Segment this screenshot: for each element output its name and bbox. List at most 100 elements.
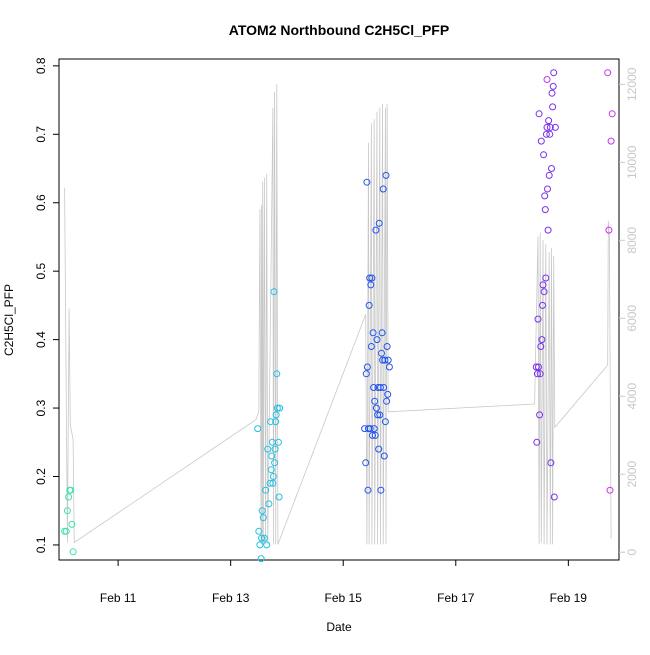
data-point [371, 397, 379, 405]
y-tick-label: 0.8 [34, 57, 48, 74]
data-point [536, 370, 544, 378]
data-point [533, 370, 541, 378]
data-point [268, 438, 276, 446]
altitude-line [64, 84, 612, 545]
data-point [378, 329, 386, 337]
y2-tick-label: 12000 [625, 67, 639, 101]
data-point [382, 171, 390, 179]
data-point [272, 411, 280, 419]
data-point [537, 137, 545, 145]
data-point [604, 69, 612, 77]
data-point [536, 411, 544, 419]
data-point [276, 404, 284, 412]
data-point [534, 315, 542, 323]
data-point [539, 301, 546, 309]
x-axis: Feb 11 Feb 13 Feb 15 Feb 17 Feb 19 [100, 560, 587, 605]
data-point [369, 431, 376, 439]
y2-tick-label: 4000 [625, 383, 639, 410]
data-point [369, 329, 377, 337]
data-point [271, 445, 279, 453]
data-point [541, 192, 549, 200]
data-point [367, 343, 375, 350]
data-point [267, 466, 275, 474]
data-point [375, 219, 383, 227]
data-point [606, 486, 614, 494]
data-point [535, 110, 543, 118]
data-point [68, 520, 76, 528]
y2-tick-label: 6000 [625, 305, 639, 332]
data-point [363, 363, 371, 371]
data-point [383, 397, 391, 405]
data-point [269, 473, 277, 480]
data-point [537, 343, 545, 350]
y-tick-label: 0.4 [34, 331, 48, 348]
data-point [363, 178, 371, 186]
data-point [384, 390, 392, 398]
data-point [376, 384, 384, 391]
data-point [539, 281, 547, 289]
data-point [549, 82, 557, 90]
data-point [543, 123, 551, 131]
data-point [538, 336, 546, 344]
x-tick-label: Feb 17 [437, 591, 475, 605]
data-point [373, 336, 381, 344]
data-point [375, 445, 383, 453]
x-tick-label: Feb 15 [325, 591, 363, 605]
y-tick-label: 0.7 [34, 126, 48, 143]
data-point [256, 541, 264, 549]
data-point [254, 425, 262, 433]
y-tick-label: 0.3 [34, 399, 48, 416]
data-point [362, 370, 370, 378]
data-point [545, 171, 553, 179]
data-point [368, 274, 376, 282]
y2-tick-label: 2000 [625, 461, 639, 488]
data-point [379, 185, 387, 193]
data-point [67, 486, 75, 494]
data-point [367, 281, 375, 289]
y2-tick-label: 10000 [625, 145, 639, 179]
data-point [268, 452, 276, 460]
data-point [377, 486, 385, 494]
data-point [548, 165, 555, 172]
y-axis-label: C2H5Cl_PFP [2, 284, 16, 356]
data-point [381, 356, 389, 364]
data-point [550, 69, 558, 77]
data-point [275, 438, 282, 446]
data-point [380, 452, 388, 460]
data-point [273, 404, 281, 412]
data-point [545, 117, 553, 125]
data-point [265, 500, 273, 508]
data-point [264, 445, 272, 453]
data-point [370, 384, 378, 391]
data-point [381, 418, 389, 426]
data-point [270, 288, 278, 296]
data-point [383, 343, 391, 350]
altitude-trace-layer [64, 84, 612, 545]
data-point [260, 534, 268, 542]
data-point [608, 110, 616, 118]
data-point [258, 534, 266, 542]
data-point [546, 123, 554, 131]
data-point [374, 411, 382, 419]
data-point [541, 206, 549, 214]
data-points-layer [61, 69, 616, 563]
x-axis-label: Date [326, 620, 352, 634]
data-point [548, 89, 556, 97]
data-point [605, 226, 613, 234]
data-point [380, 384, 388, 391]
y-axis-right: 0 2000 4000 6000 8000 10000 12000 [619, 67, 639, 556]
data-point [263, 541, 271, 549]
data-point [607, 137, 615, 145]
data-point [370, 425, 378, 433]
data-point [62, 527, 70, 535]
data-point [255, 527, 263, 535]
y-tick-label: 0.5 [34, 263, 48, 280]
plot-frame [58, 58, 620, 561]
data-point [364, 486, 372, 494]
y-tick-label: 0.2 [34, 468, 48, 485]
data-point [543, 76, 551, 83]
data-point [542, 130, 550, 138]
x-tick-label: Feb 13 [212, 591, 250, 605]
data-point [272, 418, 280, 426]
